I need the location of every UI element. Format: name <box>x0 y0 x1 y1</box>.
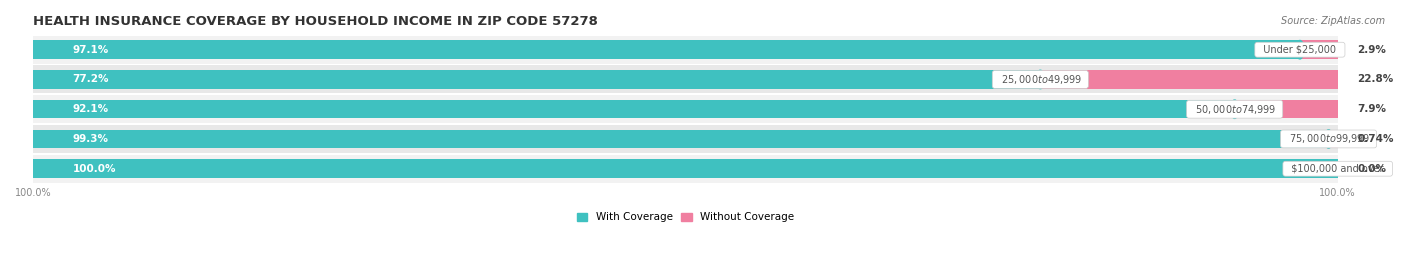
Text: $50,000 to $74,999: $50,000 to $74,999 <box>1189 103 1281 116</box>
Bar <box>1040 70 1337 89</box>
Text: HEALTH INSURANCE COVERAGE BY HOUSEHOLD INCOME IN ZIP CODE 57278: HEALTH INSURANCE COVERAGE BY HOUSEHOLD I… <box>34 15 598 28</box>
Text: Source: ZipAtlas.com: Source: ZipAtlas.com <box>1281 16 1385 26</box>
Bar <box>34 95 1337 123</box>
Bar <box>34 100 1234 118</box>
Text: $75,000 to $99,999: $75,000 to $99,999 <box>1284 132 1374 146</box>
Circle shape <box>1296 40 1303 59</box>
Text: 7.9%: 7.9% <box>1357 104 1386 114</box>
Legend: With Coverage, Without Coverage: With Coverage, Without Coverage <box>576 212 794 222</box>
Text: 100.0%: 100.0% <box>73 164 115 174</box>
Circle shape <box>1324 130 1333 148</box>
Bar <box>34 160 1337 178</box>
Bar <box>34 130 1329 148</box>
Bar <box>34 125 1337 153</box>
Text: 77.2%: 77.2% <box>73 75 108 84</box>
Bar <box>1301 40 1337 59</box>
Text: 2.9%: 2.9% <box>1357 45 1386 55</box>
Bar <box>34 40 1301 59</box>
Text: Under $25,000: Under $25,000 <box>1257 45 1343 55</box>
Bar <box>34 36 1337 64</box>
Text: 0.0%: 0.0% <box>1357 164 1386 174</box>
Text: 99.3%: 99.3% <box>73 134 108 144</box>
Circle shape <box>1230 100 1239 118</box>
Bar <box>34 155 1337 183</box>
Text: 92.1%: 92.1% <box>73 104 108 114</box>
Text: $100,000 and over: $100,000 and over <box>1285 164 1391 174</box>
Text: 22.8%: 22.8% <box>1357 75 1393 84</box>
Bar <box>34 70 1040 89</box>
Bar <box>34 65 1337 93</box>
Text: $25,000 to $49,999: $25,000 to $49,999 <box>994 73 1085 86</box>
Bar <box>1234 100 1337 118</box>
Text: 97.1%: 97.1% <box>73 45 108 55</box>
Text: 0.74%: 0.74% <box>1358 134 1395 144</box>
Bar <box>1329 130 1339 148</box>
Circle shape <box>1036 70 1045 89</box>
